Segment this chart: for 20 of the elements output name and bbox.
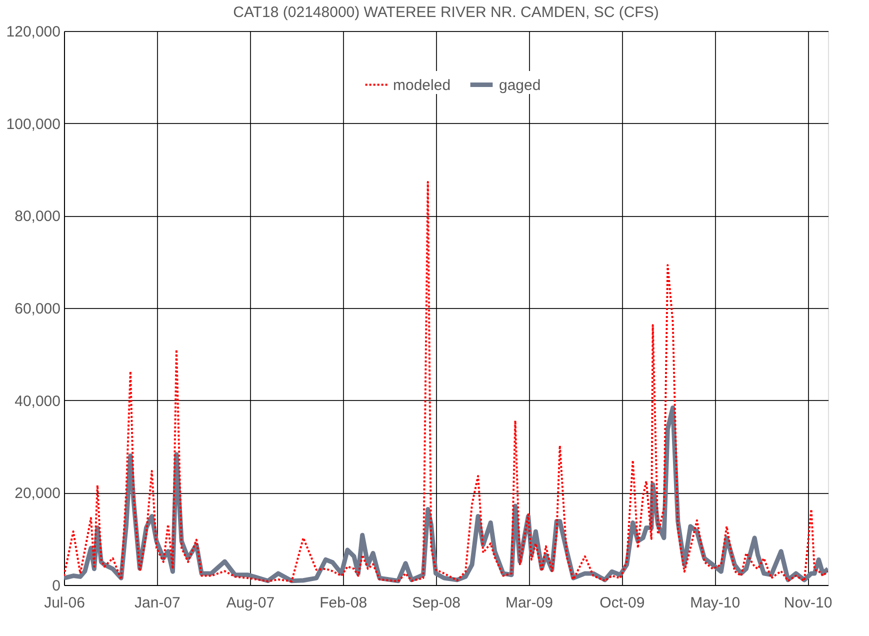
y-tick-label: 100,000 [6, 116, 60, 133]
x-tick-label: May-10 [690, 594, 740, 612]
x-tick-label: Oct-09 [600, 594, 645, 612]
y-tick-label: 80,000 [14, 208, 60, 226]
y-tick-label: 60,000 [14, 300, 60, 318]
x-tick-label: Feb-08 [320, 594, 368, 612]
chart-title: CAT18 (02148000) WATEREE RIVER NR. CAMDEN, SC (CFS) [233, 4, 659, 21]
y-tick-label: 40,000 [14, 392, 60, 410]
legend-label: modeled [393, 76, 451, 94]
y-tick-label: 20,000 [14, 485, 60, 502]
x-tick-label: Jul-06 [44, 594, 85, 612]
x-tick-label: Sep-08 [412, 594, 460, 612]
x-tick-label: Aug-07 [226, 594, 275, 612]
y-tick-label: 0 [52, 578, 60, 594]
x-tick-label: Jan-07 [134, 594, 180, 612]
legend-label: gaged [499, 76, 541, 94]
line-series [64, 180, 828, 582]
y-tick-label: 120,000 [6, 24, 60, 40]
x-tick-label: Nov-10 [784, 594, 832, 612]
x-tick-label: Mar-09 [505, 594, 553, 612]
